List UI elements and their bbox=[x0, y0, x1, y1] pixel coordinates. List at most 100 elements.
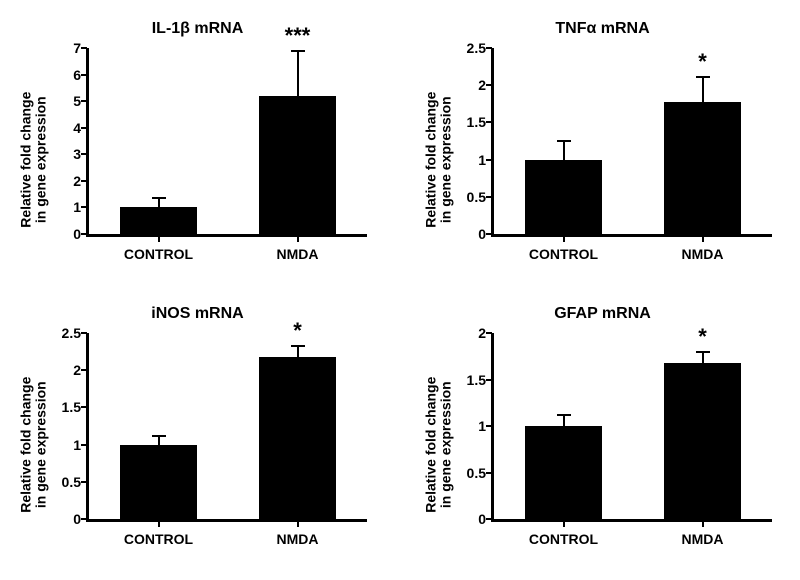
bar bbox=[664, 102, 740, 234]
y-tick-label: 5 bbox=[51, 93, 81, 109]
bar bbox=[525, 160, 601, 234]
y-axis-label: Relative fold changein gene expression bbox=[18, 91, 47, 227]
y-tick-label: 0 bbox=[456, 226, 486, 242]
error-cap bbox=[152, 435, 166, 437]
error-bar bbox=[158, 436, 160, 445]
y-tick bbox=[486, 196, 492, 198]
y-tick-label: 1.5 bbox=[51, 399, 81, 415]
error-cap bbox=[152, 197, 166, 199]
y-tick-label: 2 bbox=[456, 325, 486, 341]
error-bar bbox=[563, 141, 565, 160]
y-axis-label: Relative fold changein gene expression bbox=[18, 376, 47, 512]
error-bar bbox=[702, 77, 704, 102]
axis-area: 00.511.522.5CONTROLNMDA* bbox=[457, 44, 780, 275]
y-tick bbox=[81, 518, 87, 520]
x-category-label: CONTROL bbox=[124, 246, 193, 262]
y-tick bbox=[81, 332, 87, 334]
axis-area: 00.511.52CONTROLNMDA* bbox=[457, 329, 780, 560]
axis-area: 01234567CONTROLNMDA*** bbox=[52, 44, 375, 275]
x-category-label: NMDA bbox=[682, 531, 724, 547]
y-tick-label: 2.5 bbox=[51, 325, 81, 341]
chart-title: TNFα mRNA bbox=[555, 20, 649, 38]
plot-row: Relative fold changein gene expression00… bbox=[425, 44, 780, 275]
y-tick bbox=[486, 379, 492, 381]
chart-title: GFAP mRNA bbox=[554, 305, 651, 323]
axis-area: 00.511.522.5CONTROLNMDA* bbox=[52, 329, 375, 560]
y-tick-label: 2.5 bbox=[456, 40, 486, 56]
y-tick bbox=[81, 406, 87, 408]
y-tick-label: 0 bbox=[456, 511, 486, 527]
y-tick bbox=[486, 472, 492, 474]
y-tick bbox=[81, 233, 87, 235]
y-tick-label: 1.5 bbox=[456, 114, 486, 130]
y-tick bbox=[486, 518, 492, 520]
x-category-label: NMDA bbox=[277, 246, 319, 262]
y-tick-label: 0 bbox=[51, 226, 81, 242]
error-bar bbox=[158, 198, 160, 207]
y-tick bbox=[486, 84, 492, 86]
y-tick-label: 1.5 bbox=[456, 372, 486, 388]
y-tick bbox=[486, 332, 492, 334]
x-tick bbox=[563, 521, 565, 527]
y-tick bbox=[81, 180, 87, 182]
x-category-label: CONTROL bbox=[529, 531, 598, 547]
plot-area: 00.511.522.5CONTROLNMDA* bbox=[86, 333, 367, 522]
chart-panel: iNOS mRNARelative fold changein gene exp… bbox=[20, 305, 375, 560]
y-tick-label: 1 bbox=[456, 418, 486, 434]
y-axis-label-box: Relative fold changein gene expression bbox=[425, 44, 451, 275]
y-tick-label: 0 bbox=[51, 511, 81, 527]
error-cap bbox=[557, 140, 571, 142]
x-category-label: CONTROL bbox=[529, 246, 598, 262]
x-category-label: NMDA bbox=[682, 246, 724, 262]
x-category-label: CONTROL bbox=[124, 531, 193, 547]
x-category-label: NMDA bbox=[277, 531, 319, 547]
y-tick-label: 2 bbox=[456, 77, 486, 93]
y-tick-label: 2 bbox=[51, 362, 81, 378]
plot-row: Relative fold changein gene expression0 0… bbox=[425, 329, 780, 560]
y-axis-label-box: Relative fold changein gene expression bbox=[425, 329, 451, 560]
error-cap bbox=[696, 76, 710, 78]
bar bbox=[259, 357, 335, 519]
y-tick bbox=[81, 481, 87, 483]
y-axis-label-box: Relative fold changein gene expression bbox=[20, 329, 46, 560]
y-tick-label: 1 bbox=[51, 437, 81, 453]
significance-mark: * bbox=[698, 49, 707, 75]
plot-row: Relative fold changein gene expression01… bbox=[20, 44, 375, 275]
y-tick-label: 0.5 bbox=[51, 474, 81, 490]
significance-mark: * bbox=[698, 324, 707, 350]
y-tick bbox=[81, 74, 87, 76]
y-tick bbox=[81, 100, 87, 102]
y-tick-label: 3 bbox=[51, 146, 81, 162]
error-cap bbox=[557, 414, 571, 416]
error-cap bbox=[291, 50, 305, 52]
y-tick bbox=[81, 153, 87, 155]
y-tick-label: 4 bbox=[51, 120, 81, 136]
plot-area: 01234567CONTROLNMDA*** bbox=[86, 48, 367, 237]
y-axis-label: Relative fold changein gene expression bbox=[423, 376, 452, 512]
y-tick bbox=[81, 47, 87, 49]
y-tick bbox=[486, 425, 492, 427]
y-tick-label: 0.5 bbox=[456, 189, 486, 205]
error-cap bbox=[291, 345, 305, 347]
y-axis-label: Relative fold changein gene expression bbox=[423, 91, 452, 227]
y-tick bbox=[486, 121, 492, 123]
y-tick-label: 2 bbox=[51, 173, 81, 189]
y-tick bbox=[81, 206, 87, 208]
x-tick bbox=[702, 521, 704, 527]
bar bbox=[525, 426, 601, 519]
chart-title: IL-1β mRNA bbox=[152, 20, 244, 38]
plot-row: Relative fold changein gene expression00… bbox=[20, 329, 375, 560]
x-tick bbox=[297, 236, 299, 242]
chart-panel: IL-1β mRNA Relative fold changein gene ex… bbox=[20, 20, 375, 275]
error-cap bbox=[696, 351, 710, 353]
significance-mark: * bbox=[293, 318, 302, 344]
bar bbox=[120, 207, 196, 234]
x-tick bbox=[563, 236, 565, 242]
error-bar bbox=[702, 352, 704, 363]
x-tick bbox=[702, 236, 704, 242]
y-tick-label: 1 bbox=[456, 152, 486, 168]
y-tick-label: 1 bbox=[51, 199, 81, 215]
plot-area: 00.511.522.5CONTROLNMDA* bbox=[491, 48, 772, 237]
error-bar bbox=[297, 51, 299, 96]
y-tick-label: 0.5 bbox=[456, 465, 486, 481]
